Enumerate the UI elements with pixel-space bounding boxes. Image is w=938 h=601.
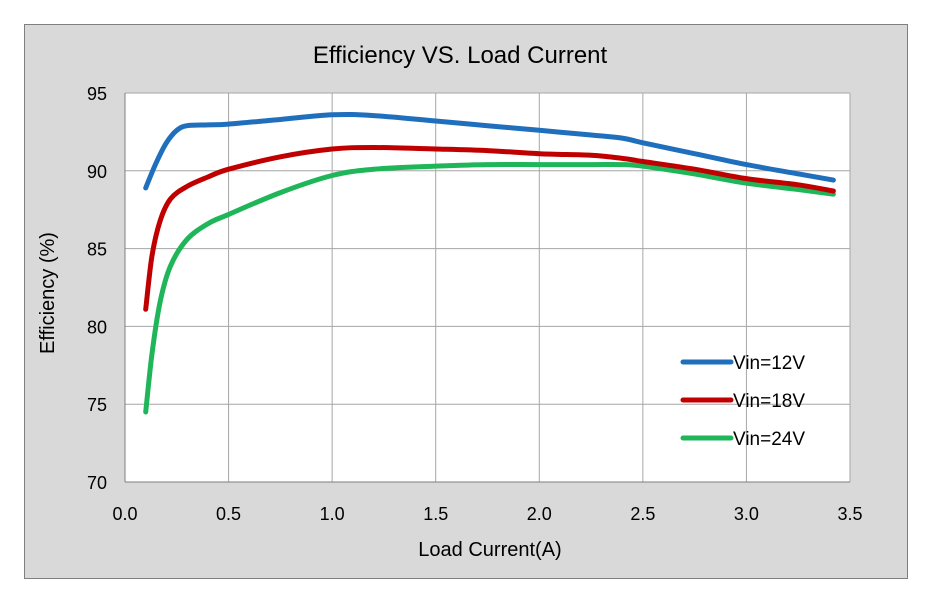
x-tick-label: 0.0 bbox=[112, 504, 137, 524]
y-tick-label: 70 bbox=[87, 473, 107, 493]
y-tick-label: 80 bbox=[87, 317, 107, 337]
plot-area bbox=[125, 93, 850, 482]
x-tick-label: 2.5 bbox=[630, 504, 655, 524]
x-axis-label: Load Current(A) bbox=[418, 539, 561, 561]
series-line-vin-24v bbox=[143, 161, 836, 415]
grid-lines bbox=[125, 92, 851, 482]
y-tick-labels: 70 75 80 85 90 95 bbox=[87, 84, 107, 493]
legend: Vin=12V Vin=18V Vin=24V bbox=[680, 353, 805, 450]
y-tick-label: 75 bbox=[87, 395, 107, 415]
legend-label: Vin=12V bbox=[733, 353, 805, 374]
series-layer bbox=[143, 111, 836, 415]
y-tick-label: 90 bbox=[87, 162, 107, 182]
x-tick-label: 1.0 bbox=[320, 504, 345, 524]
axes bbox=[124, 93, 850, 483]
x-tick-label: 3.5 bbox=[837, 504, 862, 524]
y-tick-label: 95 bbox=[87, 84, 107, 104]
y-axis-label: Efficiency (%) bbox=[37, 232, 59, 354]
x-tick-label: 2.0 bbox=[527, 504, 552, 524]
series-line-vin-18v bbox=[143, 145, 836, 312]
x-tick-labels: 0.0 0.5 1.0 1.5 2.0 2.5 3.0 3.5 bbox=[112, 504, 862, 524]
chart-title: Efficiency VS. Load Current bbox=[313, 42, 608, 69]
series-line-vin-12v bbox=[143, 111, 836, 191]
x-tick-label: 3.0 bbox=[734, 504, 759, 524]
x-tick-label: 1.5 bbox=[423, 504, 448, 524]
legend-label: Vin=24V bbox=[733, 429, 805, 450]
x-tick-label: 0.5 bbox=[216, 504, 241, 524]
y-tick-label: 85 bbox=[87, 240, 107, 260]
legend-label: Vin=18V bbox=[733, 391, 805, 412]
